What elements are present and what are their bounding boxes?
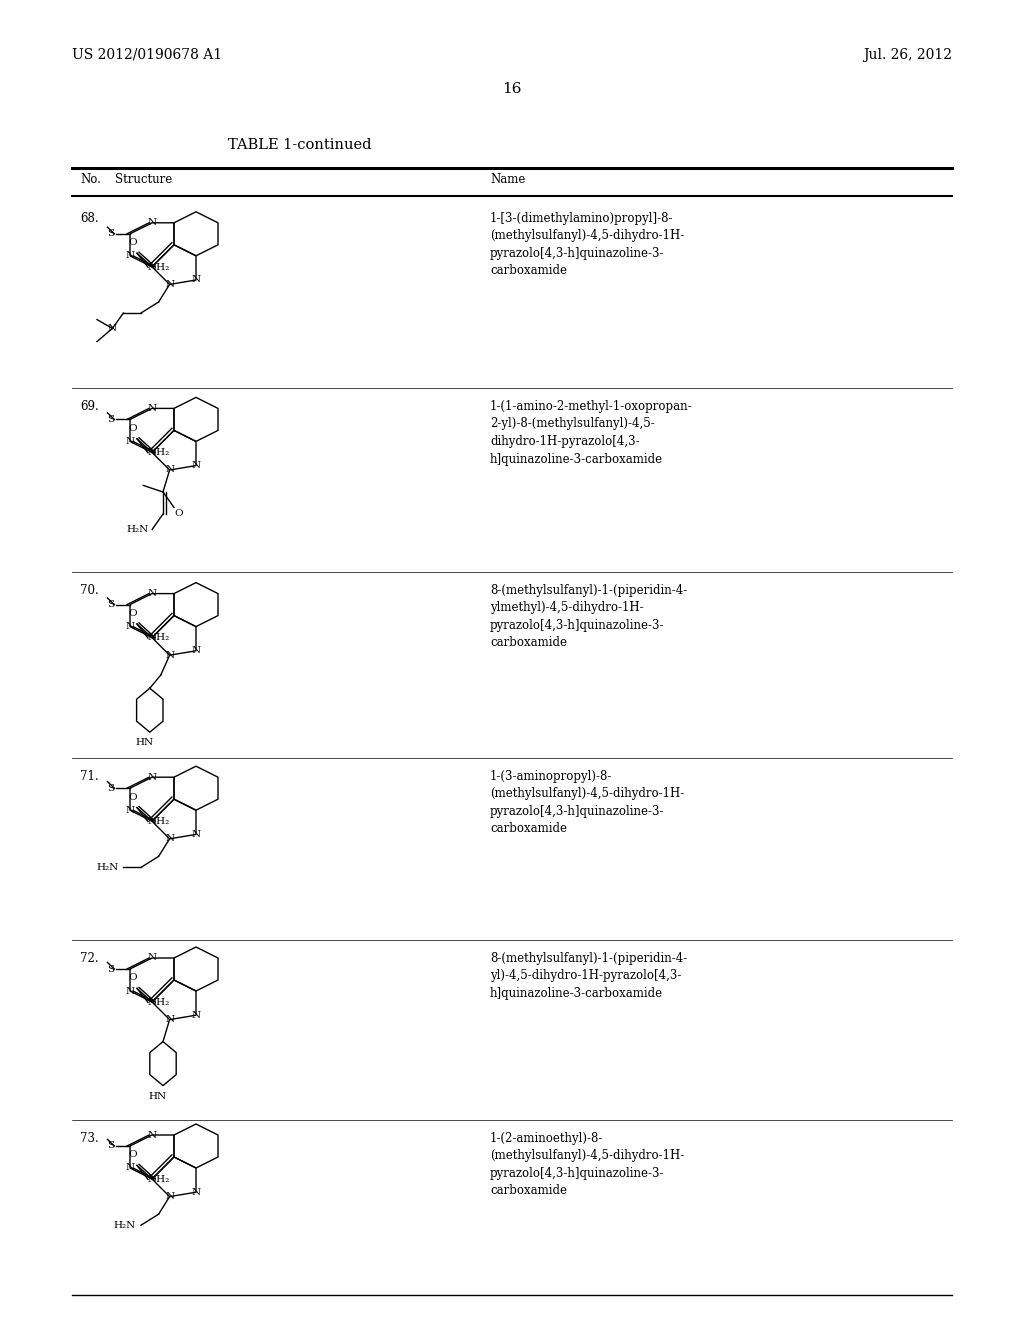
Text: N: N (191, 1011, 201, 1019)
Text: N: N (165, 280, 174, 289)
Text: H₂N: H₂N (114, 1221, 136, 1230)
Text: N: N (125, 1163, 134, 1172)
Text: N: N (165, 1192, 174, 1201)
Text: 68.: 68. (80, 213, 98, 224)
Text: 69.: 69. (80, 400, 98, 413)
Text: 71.: 71. (80, 770, 98, 783)
Text: N: N (165, 651, 174, 660)
Text: N: N (108, 323, 117, 333)
Text: O: O (129, 1151, 137, 1159)
Text: N: N (147, 404, 157, 413)
Text: S: S (108, 784, 115, 793)
Text: O: O (174, 510, 182, 519)
Text: No.: No. (80, 173, 101, 186)
Text: 8-(methylsulfanyl)-1-(piperidin-4-
ylmethyl)-4,5-dihydro-1H-
pyrazolo[4,3-h]quin: 8-(methylsulfanyl)-1-(piperidin-4- ylmet… (490, 583, 687, 649)
Text: S: S (108, 1142, 115, 1151)
Text: Name: Name (490, 173, 525, 186)
Text: N: N (147, 1130, 157, 1139)
Text: O: O (129, 424, 137, 433)
Text: N: N (147, 953, 157, 962)
Text: Structure: Structure (115, 173, 172, 186)
Text: N: N (125, 622, 134, 631)
Text: O: O (129, 792, 137, 801)
Text: NH₂: NH₂ (148, 998, 170, 1007)
Text: NH₂: NH₂ (148, 263, 170, 272)
Text: NH₂: NH₂ (148, 1175, 170, 1184)
Text: S: S (108, 601, 115, 609)
Text: 1-(3-aminopropyl)-8-
(methylsulfanyl)-4,5-dihydro-1H-
pyrazolo[4,3-h]quinazoline: 1-(3-aminopropyl)-8- (methylsulfanyl)-4,… (490, 770, 684, 836)
Text: N: N (191, 276, 201, 285)
Text: N: N (191, 647, 201, 655)
Text: O: O (129, 609, 137, 618)
Text: 1-[3-(dimethylamino)propyl]-8-
(methylsulfanyl)-4,5-dihydro-1H-
pyrazolo[4,3-h]q: 1-[3-(dimethylamino)propyl]-8- (methylsu… (490, 213, 684, 277)
Text: O: O (129, 973, 137, 982)
Text: 1-(1-amino-2-methyl-1-oxopropan-
2-yl)-8-(methylsulfanyl)-4,5-
dihydro-1H-pyrazo: 1-(1-amino-2-methyl-1-oxopropan- 2-yl)-8… (490, 400, 692, 466)
Text: N: N (147, 218, 157, 227)
Text: N: N (165, 834, 174, 843)
Text: 1-(2-aminoethyl)-8-
(methylsulfanyl)-4,5-dihydro-1H-
pyrazolo[4,3-h]quinazoline-: 1-(2-aminoethyl)-8- (methylsulfanyl)-4,5… (490, 1133, 684, 1197)
Text: N: N (165, 466, 174, 474)
Text: NH₂: NH₂ (148, 634, 170, 643)
Text: N: N (191, 461, 201, 470)
Text: S: S (108, 965, 115, 974)
Text: HN: HN (136, 738, 154, 747)
Text: 8-(methylsulfanyl)-1-(piperidin-4-
yl)-4,5-dihydro-1H-pyrazolo[4,3-
h]quinazolin: 8-(methylsulfanyl)-1-(piperidin-4- yl)-4… (490, 952, 687, 1001)
Text: HN: HN (148, 1092, 167, 1101)
Text: H₂N: H₂N (127, 525, 150, 533)
Text: NH₂: NH₂ (148, 817, 170, 826)
Text: 70.: 70. (80, 583, 98, 597)
Text: 16: 16 (502, 82, 522, 96)
Text: US 2012/0190678 A1: US 2012/0190678 A1 (72, 48, 222, 62)
Text: TABLE 1-continued: TABLE 1-continued (228, 139, 372, 152)
Text: N: N (147, 589, 157, 598)
Text: N: N (165, 1015, 174, 1024)
Text: N: N (147, 772, 157, 781)
Text: N: N (125, 986, 134, 995)
Text: N: N (191, 830, 201, 840)
Text: N: N (125, 437, 134, 446)
Text: S: S (108, 230, 115, 239)
Text: 72.: 72. (80, 952, 98, 965)
Text: O: O (129, 238, 137, 247)
Text: Jul. 26, 2012: Jul. 26, 2012 (863, 48, 952, 62)
Text: N: N (125, 805, 134, 814)
Text: N: N (125, 251, 134, 260)
Text: 73.: 73. (80, 1133, 98, 1144)
Text: N: N (191, 1188, 201, 1197)
Text: H₂N: H₂N (96, 863, 119, 873)
Text: S: S (108, 414, 115, 424)
Text: NH₂: NH₂ (148, 449, 170, 457)
